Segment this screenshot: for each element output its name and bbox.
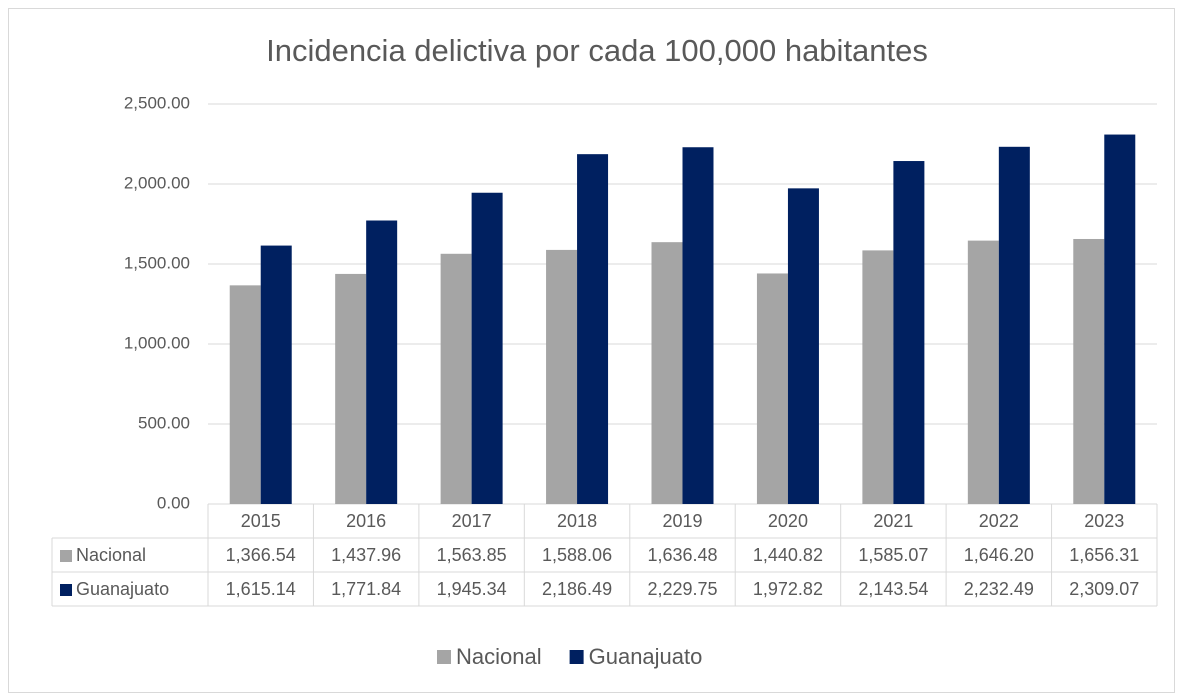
table-value: 1,563.85: [437, 545, 507, 565]
table-value: 1,588.06: [542, 545, 612, 565]
table-row-label: Guanajuato: [76, 579, 169, 599]
legend-label: Guanajuato: [589, 644, 703, 669]
bar: [998, 146, 1030, 504]
bar: [682, 147, 714, 505]
bar: [335, 273, 367, 504]
legend-key: [437, 650, 451, 664]
table-row-label: Nacional: [76, 545, 146, 565]
x-tick-label: 2021: [873, 511, 913, 531]
bar: [260, 245, 292, 504]
x-tick-label: 2017: [452, 511, 492, 531]
table-value: 1,972.82: [753, 579, 823, 599]
y-tick-label: 2,500.00: [124, 93, 190, 112]
x-tick-label: 2023: [1084, 511, 1124, 531]
table-value: 2,143.54: [858, 579, 928, 599]
legend-label: Nacional: [456, 644, 542, 669]
x-tick-label: 2020: [768, 511, 808, 531]
y-tick-label: 1,000.00: [124, 333, 190, 352]
legend-key: [569, 650, 584, 664]
table-value: 1,945.34: [437, 579, 507, 599]
table-legend-key: [60, 584, 72, 596]
bar: [577, 154, 609, 504]
table-value: 1,656.31: [1069, 545, 1139, 565]
x-tick-label: 2022: [979, 511, 1019, 531]
y-tick-label: 0.00: [157, 493, 190, 512]
bar: [366, 220, 398, 504]
bar: [651, 242, 683, 504]
bar: [862, 250, 894, 504]
bar: [1104, 134, 1136, 504]
table-value: 1,585.07: [858, 545, 928, 565]
table-value: 1,771.84: [331, 579, 401, 599]
bar: [229, 285, 261, 504]
bar: [1073, 238, 1105, 504]
y-tick-label: 1,500.00: [124, 253, 190, 272]
bar: [967, 240, 999, 504]
table-value: 1,636.48: [647, 545, 717, 565]
table-legend-key: [60, 550, 72, 562]
bar: [893, 161, 925, 504]
table-value: 1,366.54: [226, 545, 296, 565]
table-value: 2,229.75: [647, 579, 717, 599]
chart-title: Incidencia delictiva por cada 100,000 ha…: [266, 33, 928, 68]
table-value: 2,232.49: [964, 579, 1034, 599]
bar: [440, 253, 472, 504]
y-tick-label: 2,000.00: [124, 173, 190, 192]
table-value: 1,440.82: [753, 545, 823, 565]
table-value: 1,437.96: [331, 545, 401, 565]
table-value: 2,309.07: [1069, 579, 1139, 599]
x-tick-label: 2016: [346, 511, 386, 531]
x-tick-label: 2019: [662, 511, 702, 531]
bar: [787, 188, 819, 504]
y-tick-label: 500.00: [138, 413, 190, 432]
table-value: 1,646.20: [964, 545, 1034, 565]
x-tick-label: 2018: [557, 511, 597, 531]
x-tick-label: 2015: [241, 511, 281, 531]
table-value: 1,615.14: [226, 579, 296, 599]
bar: [756, 273, 788, 504]
table-value: 2,186.49: [542, 579, 612, 599]
bar: [546, 249, 578, 504]
bar: [471, 192, 503, 504]
